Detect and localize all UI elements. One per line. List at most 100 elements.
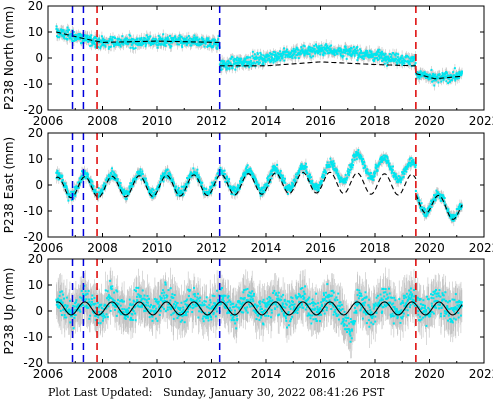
data-point [120,39,123,42]
data-point [111,167,113,170]
data-point [212,38,215,41]
data-point [212,45,215,47]
data-point [437,81,440,84]
data-point [92,41,95,44]
data-point [65,185,68,187]
data-point [220,63,223,66]
data-point [287,186,290,189]
data-point [205,188,208,190]
data-point [184,41,187,44]
data-point [115,174,118,177]
data-point [251,173,254,176]
data-point [317,52,319,55]
data-point [441,74,444,77]
data-point [283,180,286,182]
data-point [112,36,114,39]
data-point [197,39,199,42]
data-point [236,184,239,187]
data-point [409,60,412,63]
data-point [193,41,196,44]
data-point [87,173,90,176]
data-point [271,170,274,172]
data-point [87,177,90,180]
data-point [291,57,294,60]
data-point [85,176,88,178]
data-point [77,35,80,38]
data-point [111,39,114,42]
data-point [315,45,318,48]
x-tick-label: 2016 [305,114,336,128]
data-point [288,185,291,188]
data-point [356,46,359,48]
data-point [150,42,153,45]
data-point [407,55,410,58]
data-point [256,53,259,56]
data-point [132,38,135,41]
data-point [376,53,379,56]
data-point [308,53,311,56]
data-point [349,54,352,56]
data-point [304,49,307,52]
data-point [272,164,275,167]
data-point [97,187,100,189]
data-point [87,40,90,43]
data-point [174,187,177,190]
data-point [231,67,234,70]
data-point [180,35,183,38]
data-point [148,189,151,192]
data-point [246,170,249,173]
data-point [202,41,205,44]
data-point [281,57,284,60]
data-point [332,50,335,53]
data-point [344,45,347,48]
data-point [248,62,250,65]
data-point [388,53,391,55]
data-point [225,177,228,180]
data-point [450,74,453,77]
x-tick-label: 2012 [196,114,227,128]
data-point [292,50,295,53]
data-point [287,192,289,195]
data-point [340,48,343,51]
data-point [326,45,329,48]
data-point [170,39,173,41]
data-point [73,186,76,189]
data-point [349,50,352,53]
data-point [179,36,182,39]
data-point [404,59,407,62]
data-point [63,34,66,36]
data-point [165,174,168,177]
data-point [444,75,447,78]
y-tick-label: -10 [23,77,43,91]
data-point [92,38,95,41]
data-point [393,60,395,63]
data-point [250,171,253,173]
data-point [178,43,180,46]
data-point [64,32,67,35]
data-point [370,50,373,53]
data-point [270,170,273,173]
data-point [188,176,191,179]
data-point [362,58,365,60]
data-point [228,178,231,181]
data-point [232,188,235,191]
data-point [320,181,323,184]
data-point [286,48,288,51]
data-point [251,55,254,58]
data-point [419,72,422,75]
data-point [150,189,153,192]
data-point [290,189,293,191]
data-point [190,171,192,174]
data-point [191,42,194,45]
data-point [137,43,140,46]
data-point [276,163,279,166]
data-point [69,36,72,39]
data-point [430,68,433,71]
data-point [336,52,339,55]
data-point [320,44,323,47]
data-point [68,28,70,31]
data-point [271,168,274,171]
data-point [247,56,250,59]
data-point [289,185,292,188]
data-point [223,62,226,65]
